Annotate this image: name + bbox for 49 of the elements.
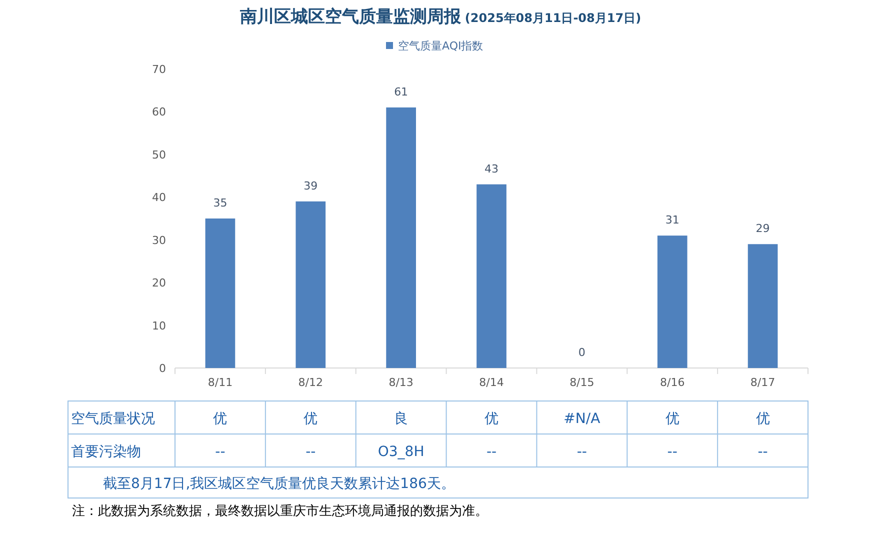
y-tick-label: 0 [159,362,166,375]
text: -- [215,444,226,460]
legend-label: 空气质量AQI指数 [398,40,484,52]
data-label: 29 [756,222,770,236]
text: -- [306,444,316,460]
data-label: 61 [394,85,408,98]
text: 截至8月17日,我区城区空气质量优良天数累计达186天。 [103,476,455,492]
y-tick-label: 60 [152,106,166,119]
bar [476,184,506,368]
y-tick-label: 70 [152,63,166,76]
data-label: 31 [665,214,680,227]
data-label: 43 [484,162,498,176]
x-tick-label: 8/15 [570,376,594,389]
text: 空气质量状况 [71,411,155,427]
text: -- [758,444,768,460]
data-label: 0 [578,346,586,359]
y-tick-label: 30 [152,234,166,247]
bar [657,236,688,368]
text: -- [576,444,587,460]
chart-title: 南川区城区空气质量监测周报 [238,7,462,27]
text: 优 [213,411,228,427]
x-tick-label: 8/14 [479,376,504,389]
y-tick-label: 10 [152,319,166,332]
x-tick-label: 8/12 [298,376,323,389]
text: 优 [756,411,770,427]
text: -- [486,444,497,460]
x-tick-label: 8/17 [750,376,776,389]
text: O3_8H [378,444,424,460]
text: 优 [304,411,318,427]
text: 首要污染物 [71,444,141,460]
text: -- [667,444,678,460]
text: 优 [484,411,498,427]
bar [296,201,326,368]
y-tick-label: 20 [152,276,166,290]
bar [748,244,778,368]
x-tick-label: 8/11 [208,376,233,389]
y-tick-label: 50 [152,148,166,162]
bar [386,107,416,368]
x-tick-label: 8/16 [660,376,685,389]
bar [205,218,236,368]
text: #N/A [564,411,601,427]
text: 注：此数据为系统数据，最终数据以重庆市生态环境局通报的数据为准。 [72,503,488,519]
y-tick-label: 40 [152,191,166,204]
x-tick-label: 8/13 [388,376,414,389]
text: 良 [394,411,408,427]
chart-subtitle: (2025年08月11日-08月17日) [464,11,642,25]
text: 优 [665,411,680,427]
data-label: 35 [213,196,228,210]
data-label: 39 [304,179,318,192]
